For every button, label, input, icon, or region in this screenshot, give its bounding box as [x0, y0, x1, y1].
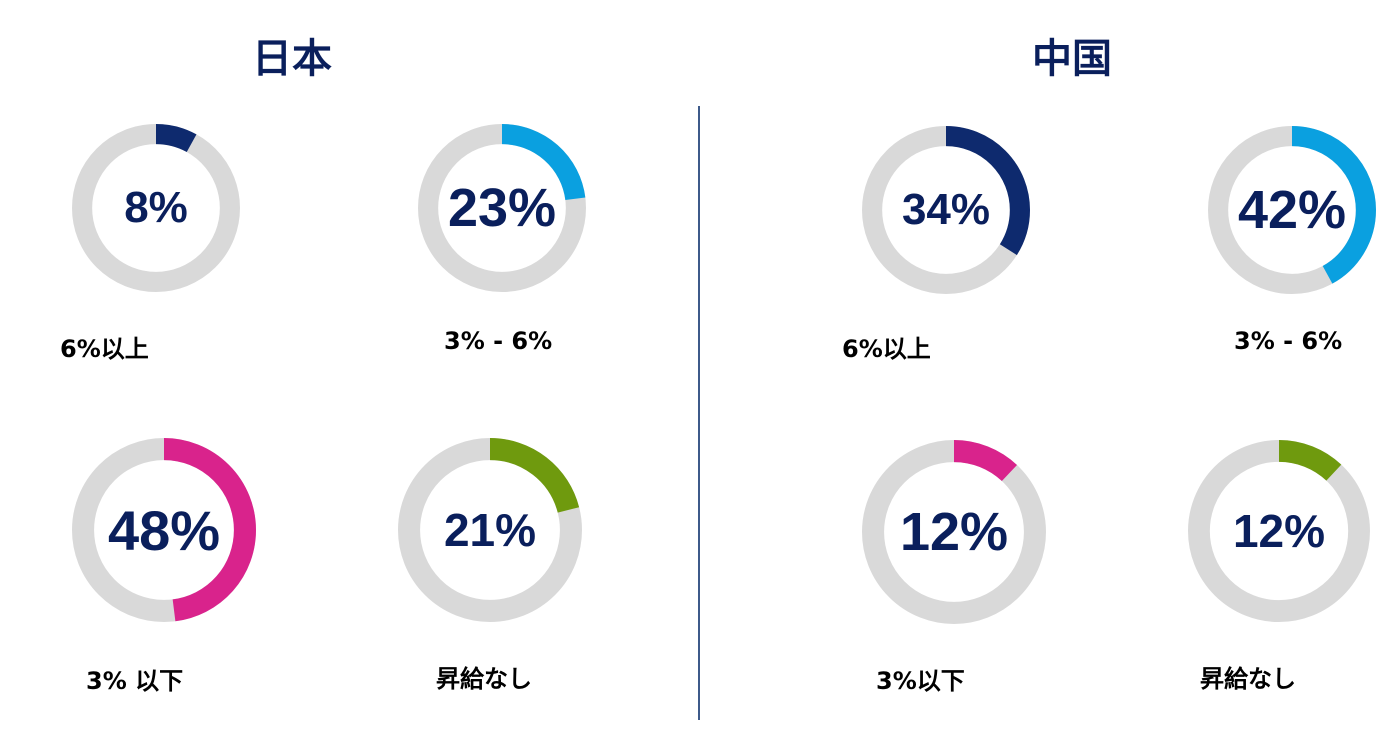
donut-ring: [1187, 439, 1371, 623]
japan-title: 日本: [252, 36, 332, 82]
japan-donut-6plus: 8%: [72, 124, 240, 292]
china-donut-3to6: 42%: [1208, 126, 1376, 294]
donut-value-arc: [418, 124, 586, 292]
japan-label-below3: 3% 以下: [86, 667, 184, 695]
donut-value-arc: [398, 438, 582, 622]
donut-ring: [862, 126, 1030, 294]
china-label-6plus: 6%以上: [842, 335, 931, 363]
donut-value-arc: [862, 440, 1046, 624]
japan-donut-below3: 48%: [72, 438, 256, 622]
donut-value: 12%: [1232, 505, 1326, 557]
donut-value: 48%: [107, 498, 221, 562]
donut-ring: [862, 440, 1046, 624]
japan-label-none: 昇給なし: [436, 665, 532, 693]
china-label-3to6: 3% - 6%: [1234, 327, 1343, 355]
japan-label-3to6: 3% - 6%: [444, 327, 553, 355]
donut-value: 21%: [443, 504, 537, 556]
china-title: 中国: [1032, 36, 1112, 82]
donut-ring: [418, 124, 586, 292]
donut-value: 34%: [901, 185, 991, 234]
donut-ring: [1208, 126, 1376, 294]
china-donut-none: 12%: [1187, 439, 1371, 623]
donut-ring: [398, 438, 582, 622]
donut-value: 23%: [447, 178, 557, 238]
donut-value: 42%: [1237, 180, 1347, 240]
donut-value-arc: [72, 124, 240, 292]
china-donut-below3: 12%: [862, 440, 1046, 624]
donut-value-arc: [862, 126, 1030, 294]
donut-ring: [72, 438, 256, 622]
section-divider: [698, 106, 700, 720]
japan-donut-3to6: 23%: [418, 124, 586, 292]
donut-value: 8%: [124, 183, 188, 232]
donut-value: 12%: [899, 502, 1009, 562]
china-label-none: 昇給なし: [1200, 665, 1296, 693]
donut-value-arc: [1208, 126, 1376, 294]
china-label-below3: 3%以下: [876, 667, 965, 695]
donut-ring: [72, 124, 240, 292]
china-donut-6plus: 34%: [862, 126, 1030, 294]
japan-label-6plus: 6%以上: [60, 335, 149, 363]
japan-donut-none: 21%: [398, 438, 582, 622]
donut-value-arc: [72, 438, 256, 622]
donut-value-arc: [1187, 439, 1371, 623]
